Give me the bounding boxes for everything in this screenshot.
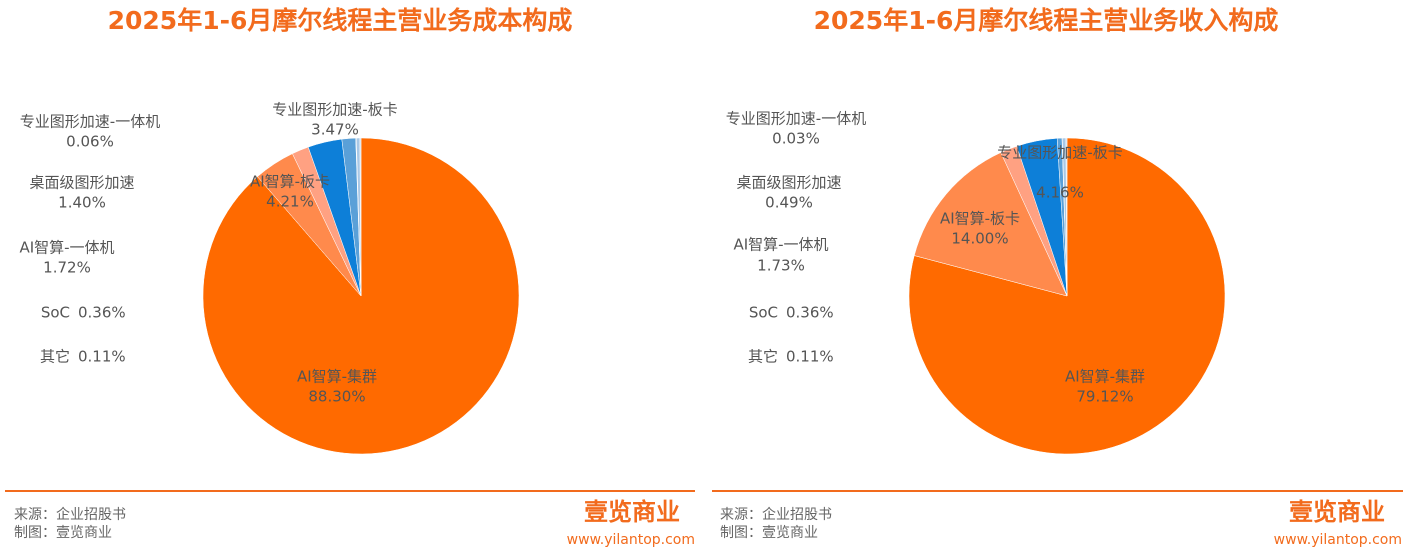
slice-label: AI智算-一体机 [19, 239, 114, 257]
url: www.yilantop.com [567, 532, 695, 548]
value-label: 1.72% [43, 259, 91, 277]
value-label: 0.49% [765, 194, 813, 212]
slice-label: 其它 [748, 348, 778, 366]
value-label: 1.40% [58, 194, 106, 212]
pie-slice [359, 137, 362, 297]
slice-label: AI智算-集群 [297, 368, 377, 386]
value-label: 0.36% [78, 304, 126, 322]
credit: 制图：壹览商业 [14, 525, 112, 541]
slice-label: SoC [749, 304, 778, 322]
slice-label: 其它 [40, 348, 70, 366]
value-label: 14.00% [951, 230, 1008, 248]
pie-slice [1065, 137, 1068, 297]
slice-label: 专业图形加速-一体机 [20, 113, 160, 131]
source: 来源：企业招股书 [14, 506, 126, 523]
source: 来源：企业招股书 [720, 506, 832, 523]
chart-title: 2025年1-6月摩尔线程主营业务成本构成 [108, 6, 573, 35]
value-label: 0.06% [66, 133, 114, 151]
slice-label: 专业图形加速-板卡 [272, 101, 397, 119]
logo: 壹览商业 [1289, 498, 1385, 526]
value-label: 0.11% [78, 348, 126, 366]
value-label: 88.30% [308, 388, 365, 406]
url: www.yilantop.com [1274, 532, 1402, 548]
slice-label: 专业图形加速-一体机 [726, 110, 866, 128]
credit: 制图：壹览商业 [720, 525, 818, 541]
chart-title: 2025年1-6月摩尔线程主营业务收入构成 [814, 6, 1279, 35]
slice-label: 桌面级图形加速 [736, 174, 841, 192]
value-label: 0.36% [786, 304, 834, 322]
pie-slice [913, 152, 1068, 297]
value-label: 1.73% [757, 257, 805, 275]
value-label: 0.11% [786, 348, 834, 366]
value-label: 4.16% [1036, 184, 1084, 202]
slice-label: AI智算-集群 [1065, 368, 1145, 386]
slice-label: AI智算-板卡 [940, 210, 1020, 228]
slice-label: SoC [41, 304, 70, 322]
slice-label: 专业图形加速-板卡 [997, 144, 1122, 162]
value-label: 79.12% [1076, 388, 1133, 406]
value-label: 3.47% [311, 121, 359, 139]
value-label: 4.21% [266, 193, 314, 211]
slice-label: AI智算-板卡 [250, 173, 330, 191]
logo: 壹览商业 [584, 498, 680, 526]
value-label: 0.03% [772, 130, 820, 148]
slice-label: AI智算-一体机 [733, 236, 828, 254]
pie-slice [202, 137, 520, 455]
pie-slice [908, 137, 1226, 455]
slice-label: 桌面级图形加速 [29, 174, 134, 192]
